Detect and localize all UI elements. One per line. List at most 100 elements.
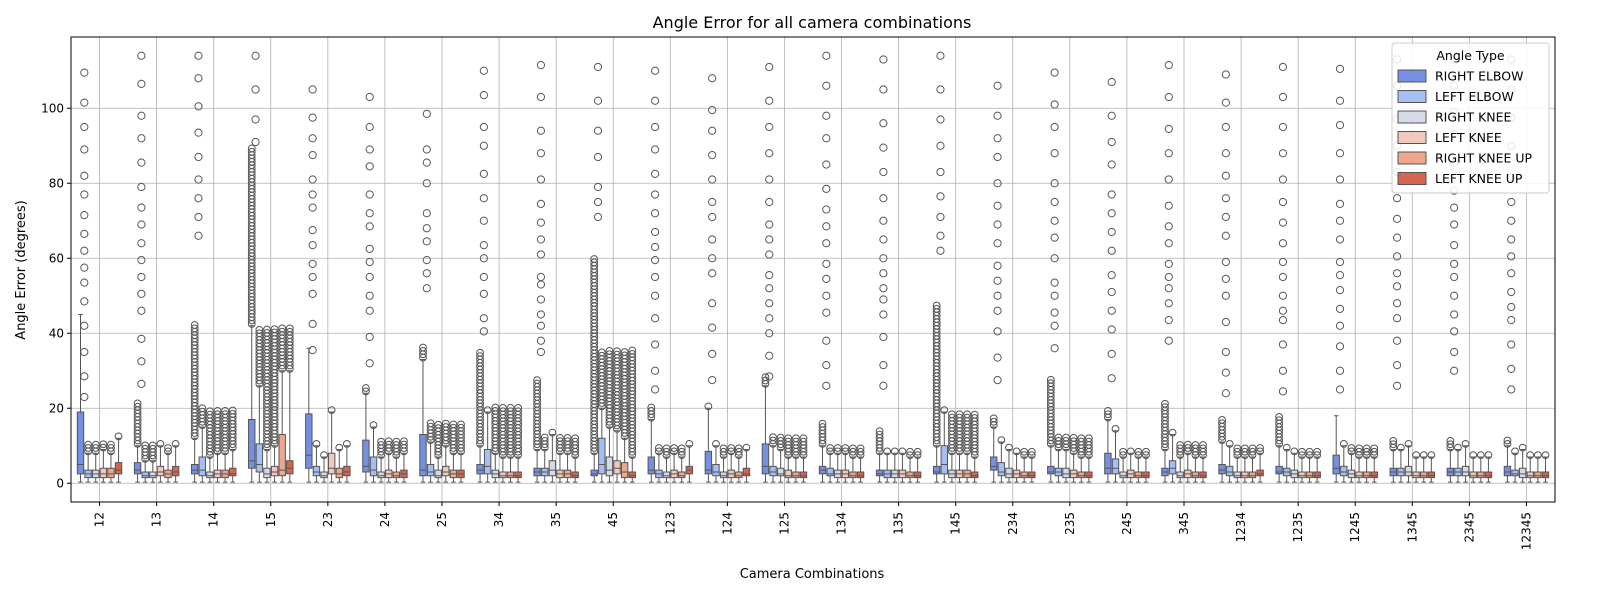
y-tick-label: 80 <box>49 176 64 190</box>
outlier-point <box>263 328 271 337</box>
outlier-point <box>993 353 1002 362</box>
outlier-point <box>137 379 146 388</box>
outlier-point <box>308 226 317 235</box>
box <box>392 471 401 479</box>
outlier-point <box>879 284 888 293</box>
outlier-point <box>1298 451 1306 460</box>
outlier-point <box>719 447 728 456</box>
outlier-point <box>765 271 774 280</box>
outlier-point <box>1248 447 1257 456</box>
outlier-point <box>856 447 865 456</box>
outlier-point <box>1069 433 1078 442</box>
x-axis: 12 13 14 15 23 24 25 34 35 45 123 124 125 134 135 145 23… <box>93 502 1533 550</box>
outlier-point <box>400 440 408 449</box>
outlier-point <box>247 144 256 153</box>
outlier-point <box>765 96 774 105</box>
outlier-point <box>1278 122 1288 132</box>
outlier-point <box>993 291 1002 300</box>
outlier-point <box>133 399 142 408</box>
box <box>776 467 785 477</box>
box <box>1484 471 1493 479</box>
outlier-point <box>1161 403 1169 412</box>
outlier-point <box>198 407 207 416</box>
box <box>133 462 142 475</box>
outlier-point <box>137 289 146 298</box>
outlier-point <box>650 209 660 218</box>
outlier-point <box>765 372 774 381</box>
outlier-point <box>476 348 484 357</box>
outlier-point <box>1164 149 1173 158</box>
outlier-point <box>1164 175 1173 184</box>
outlier-point <box>708 175 717 184</box>
outlier-point <box>1389 440 1398 449</box>
outlier-point <box>479 194 488 203</box>
box <box>1420 471 1428 479</box>
outlier-point <box>1450 241 1459 250</box>
outlier-point <box>1347 447 1356 456</box>
outlier-point <box>993 306 1002 315</box>
outlier-point <box>1050 278 1059 287</box>
outlier-point <box>1275 412 1284 421</box>
outlier-point <box>377 437 386 446</box>
outlier-point <box>883 447 892 456</box>
outlier-point <box>80 297 89 306</box>
outlier-point <box>1027 447 1036 456</box>
outlier-point <box>822 51 831 60</box>
outlier-point <box>556 437 564 446</box>
outlier-point <box>879 361 888 370</box>
box <box>312 465 321 477</box>
outlier-point <box>80 211 89 220</box>
box-group-23 <box>305 347 351 483</box>
outlier-point <box>1107 111 1116 120</box>
outlier-point <box>1107 306 1116 315</box>
outlier-point <box>1450 272 1459 282</box>
outlier-point <box>875 430 884 439</box>
legend-entry: RIGHT ELBOW <box>1435 69 1523 84</box>
outlier-point <box>997 436 1006 445</box>
outlier-point <box>906 451 914 460</box>
outlier-point <box>1518 443 1527 452</box>
box <box>190 464 199 475</box>
outlier-point <box>1335 304 1345 313</box>
box <box>149 471 157 479</box>
outlier-point <box>708 254 717 263</box>
outlier-point <box>1335 235 1345 244</box>
outlier-point <box>278 324 287 333</box>
outlier-point <box>822 259 831 268</box>
outlier-point <box>1062 433 1070 442</box>
outlier-point <box>822 111 831 120</box>
outlier-point <box>761 373 770 382</box>
outlier-point <box>1164 61 1173 70</box>
outlier-point <box>597 351 606 360</box>
outlier-point <box>251 51 260 60</box>
legend-entry: RIGHT KNEE <box>1435 110 1512 125</box>
outlier-point <box>1062 436 1070 445</box>
x-tick-label: 1234 <box>1234 512 1248 543</box>
outlier-point <box>1355 444 1363 453</box>
outlier-point <box>422 145 431 154</box>
outlier-point <box>1084 437 1093 446</box>
outlier-point <box>1450 291 1459 300</box>
outlier-point <box>80 347 89 357</box>
outlier-point <box>137 134 146 143</box>
outlier-point <box>765 235 774 244</box>
outlier-point <box>1278 257 1288 267</box>
box-group-234 <box>990 426 1036 483</box>
outlier-point <box>590 255 599 263</box>
x-tick-label: 25 <box>435 512 449 527</box>
box-group-24 <box>362 392 408 483</box>
legend: Angle Type RIGHT ELBOW LEFT ELBOW RIGHT KNE… <box>1391 42 1550 194</box>
outlier-point <box>91 440 100 449</box>
outlier-point <box>769 433 777 442</box>
outlier-point <box>1050 233 1059 242</box>
x-tick-label: 34 <box>492 512 506 527</box>
outlier-point <box>137 256 146 265</box>
outlier-point <box>1134 447 1143 456</box>
outlier-point <box>765 299 774 308</box>
outlier-point <box>875 427 884 436</box>
outlier-point <box>593 96 603 105</box>
box <box>971 471 979 479</box>
outlier-point <box>479 91 488 100</box>
box <box>1298 471 1306 479</box>
box <box>335 467 343 479</box>
